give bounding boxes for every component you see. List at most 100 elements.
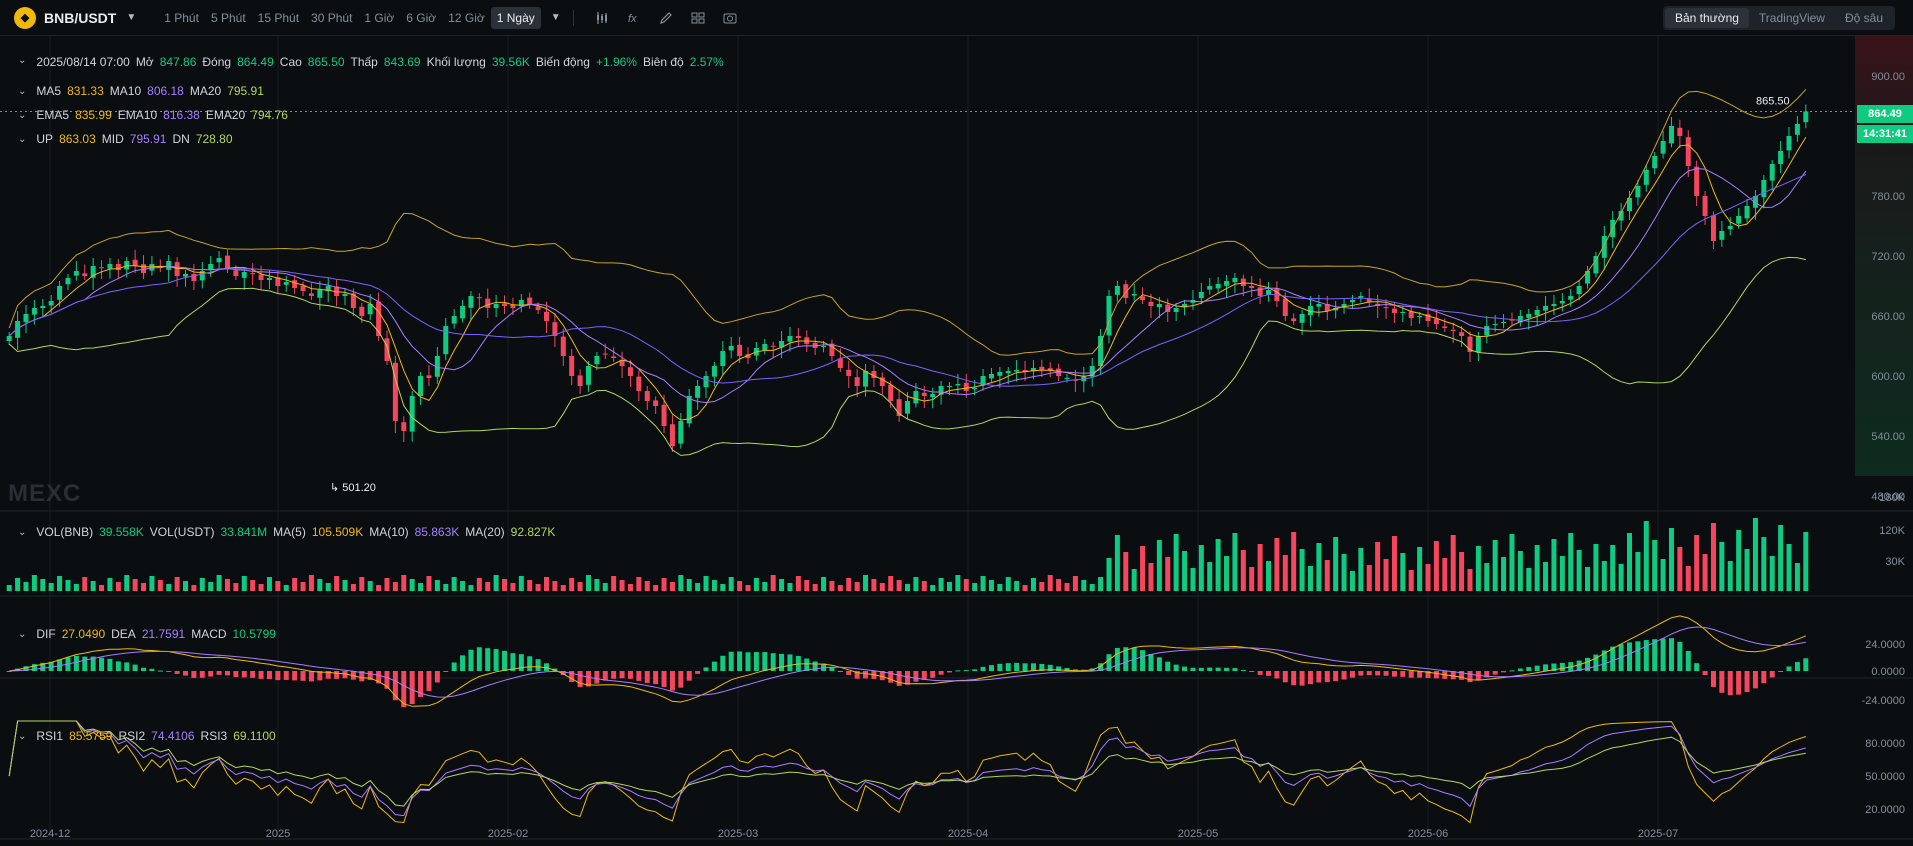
candle-body [1635, 186, 1641, 198]
volume-bar [669, 582, 675, 591]
volume-bar [1467, 569, 1473, 591]
volume-bar [1627, 533, 1632, 591]
pair-dropdown-chevron-icon[interactable]: ▼ [126, 12, 137, 23]
ma-chevron-icon[interactable]: ⌄ [18, 85, 27, 97]
volume-bar [711, 580, 717, 591]
volume-chevron-icon[interactable]: ⌄ [18, 526, 27, 538]
volume-bar [73, 584, 79, 591]
low-marker-label: ↳ 501.20 [330, 482, 376, 494]
volume-bar [585, 575, 591, 591]
candle-body [1475, 336, 1481, 352]
change-value: +1.96% [595, 55, 637, 69]
volume-bar [208, 582, 214, 591]
ema-chevron-icon[interactable]: ⌄ [18, 109, 27, 121]
volume-bar [1089, 584, 1095, 591]
macd-chevron-icon[interactable]: ⌄ [18, 628, 27, 640]
macd-histogram-bar [1467, 671, 1473, 683]
volume-bar [1433, 541, 1439, 591]
candle-body [997, 372, 1003, 376]
volume-bar [1207, 562, 1213, 591]
tab-tradingview[interactable]: TradingView [1758, 11, 1825, 25]
ohlc-date: 2025/08/14 07:00 [36, 55, 130, 69]
macd-histogram-bar [1375, 671, 1381, 676]
candle-body [913, 391, 919, 404]
interval-1h[interactable]: 1 Giờ [364, 10, 395, 25]
candle-body [1601, 236, 1607, 258]
tab-standard[interactable]: Bản thường [1664, 8, 1749, 28]
volume-bar [1652, 540, 1658, 591]
top-toolbar: ◆ BNB/USDT ▼ 1 Phút 5 Phút 15 Phút 30 Ph… [0, 0, 1913, 36]
interval-30m[interactable]: 30 Phút [311, 10, 353, 25]
volume-bar [1358, 548, 1364, 591]
interval-1d[interactable]: 1 Ngày [490, 6, 541, 29]
ma5-line [8, 137, 1807, 421]
volume-bar [905, 584, 910, 591]
interval-5m[interactable]: 5 Phút [210, 10, 246, 25]
interval-15m[interactable]: 15 Phút [257, 10, 300, 25]
candle-body [250, 273, 256, 275]
macd-histogram-bar [1509, 670, 1515, 672]
candle-body [99, 267, 105, 269]
pair-title[interactable]: BNB/USDT [44, 9, 117, 26]
candle-body [1501, 322, 1507, 323]
macd-histogram-bar [115, 661, 121, 671]
volume-bar [1761, 537, 1767, 591]
volume-bar [1098, 577, 1104, 591]
boll-chevron-icon[interactable]: ⌄ [18, 133, 27, 145]
macd-histogram-bar [779, 653, 785, 671]
volume-bar [1786, 544, 1792, 591]
candle-body [1576, 286, 1582, 295]
draw-pencil-icon[interactable] [655, 7, 677, 29]
indicator-fx-icon[interactable]: fx [623, 7, 645, 29]
candle-body [1257, 287, 1263, 296]
volume-bar [1005, 577, 1011, 591]
close-value: 864.49 [237, 55, 274, 69]
candle-body [661, 404, 667, 426]
macd-histogram-bar [1627, 642, 1632, 671]
candle-body [409, 396, 415, 432]
macd-histogram-bar [1030, 663, 1036, 671]
candle-body [241, 272, 247, 278]
interval-6h[interactable]: 6 Giờ [406, 10, 437, 25]
collapse-chevron-icon[interactable]: ⌄ [18, 55, 27, 66]
macd-histogram-bar [661, 671, 667, 687]
candle-body [174, 262, 180, 276]
candle-body [1358, 296, 1364, 298]
amp-value: 2.57% [689, 55, 724, 69]
volume-bar [1215, 539, 1221, 591]
interval-12h[interactable]: 12 Giờ [448, 10, 485, 25]
candle-body [1417, 316, 1423, 317]
macd-histogram-bar [720, 655, 726, 671]
macd-histogram-bar [1517, 668, 1523, 671]
macd-histogram-bar [1786, 666, 1792, 671]
screenshot-camera-icon[interactable] [719, 7, 741, 29]
macd-histogram-bar [863, 671, 869, 679]
macd-histogram-bar [1148, 653, 1154, 671]
volume-bar [1375, 542, 1381, 591]
volume-bar [795, 576, 801, 591]
volume-bar [1106, 558, 1112, 591]
macd-histogram-bar [837, 670, 843, 672]
vol-usdt-value: 33.841M [220, 525, 268, 539]
volume-bar [216, 575, 222, 591]
candle-body [627, 367, 633, 376]
candle-body [1526, 314, 1532, 318]
rsi-chevron-icon[interactable]: ⌄ [18, 730, 27, 742]
price-chart[interactable]: 900.00840.00780.00720.00660.00600.00540.… [0, 36, 1913, 846]
candle-body [552, 322, 558, 336]
tab-depth[interactable]: Độ sâu [1844, 11, 1883, 25]
vol-bnb-value: 39.558K [99, 525, 144, 539]
candle-body [1383, 307, 1389, 309]
interval-1m[interactable]: 1 Phút [164, 10, 199, 25]
interval-dropdown-chevron-icon[interactable]: ▼ [550, 12, 561, 23]
boll-dn-value: 728.80 [195, 132, 233, 146]
rsi-axis-label: 80.0000 [1865, 738, 1905, 750]
candle-type-icon[interactable] [591, 7, 613, 29]
layout-grid-icon[interactable] [687, 7, 709, 29]
macd-histogram-bar [644, 671, 650, 683]
macd-histogram-bar [1198, 667, 1204, 671]
high-marker-label: 865.50 [1756, 96, 1790, 108]
macd-histogram-bar [518, 654, 524, 671]
candle-body [569, 356, 575, 376]
candle-body [921, 392, 927, 396]
